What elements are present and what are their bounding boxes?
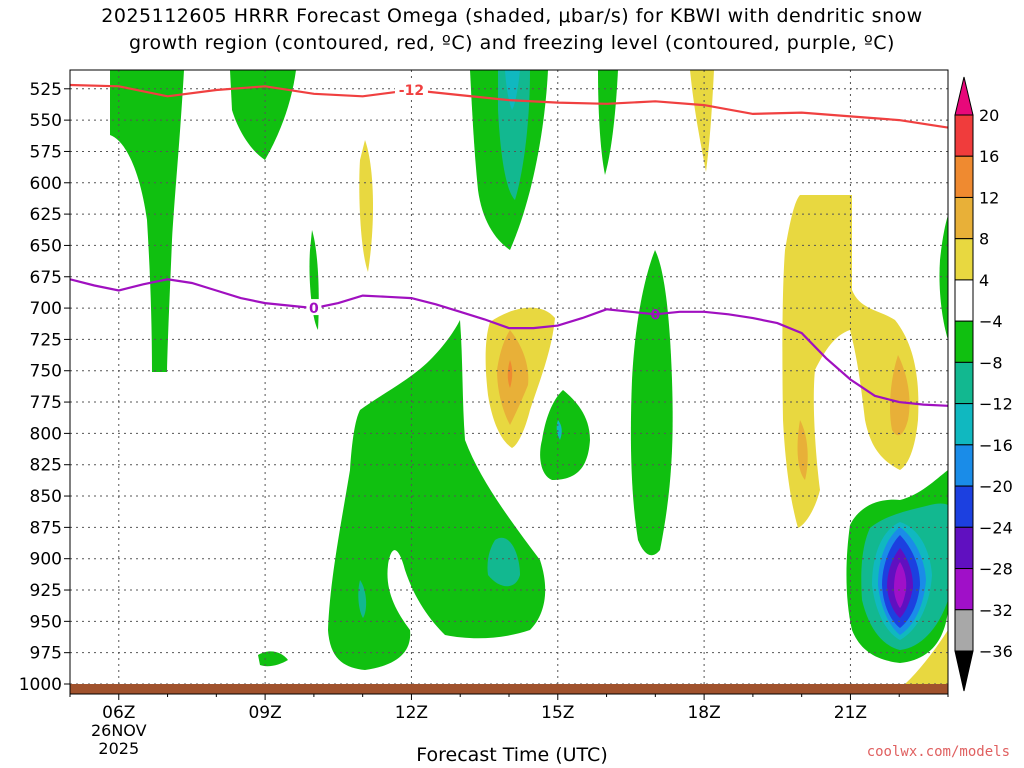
x-axis-label: Forecast Time (UTC) [416,744,608,766]
y-tick-label: 675 [30,268,62,288]
omega-region-green [939,215,948,340]
y-tick-label: 800 [30,424,62,444]
omega-region-yellow [782,195,919,528]
omega-region-cyan [358,580,367,618]
y-tick-label: 1000 [19,675,62,695]
omega-shading [110,70,948,684]
colorbar-tick-label: −32 [979,601,1013,620]
dgz-contour-line [70,83,948,129]
colorbar-tick-label: −16 [979,436,1013,455]
y-tick-label: 850 [30,487,62,507]
colorbar-tick-label: −12 [979,395,1013,414]
omega-region-green [328,320,546,670]
omega-region-green [540,390,590,480]
freezing-level-line-label: 0 [650,307,660,323]
colorbar-swatch [954,361,974,405]
freezing-level-line [70,278,948,407]
colorbar-swatch [954,444,974,487]
colorbar-swatch [954,403,974,446]
grid-lines [70,70,948,694]
colorbar-swatch [954,238,974,281]
colorbar-tick-label: 20 [979,106,999,125]
y-tick-label: 825 [30,456,62,476]
omega-region-green [598,70,618,175]
dgz-contour-line-label: -12 [399,83,424,99]
chart-title-line-2: growth region (contoured, red, ºC) and f… [129,32,895,54]
colorbar-tick-label: 12 [979,188,999,207]
omega-region-green [258,651,288,667]
omega-region-cyan [505,70,520,110]
freezing-level-line-label: 0 [309,301,319,317]
dgz-contour-line-label-bg [394,81,428,98]
x-tick-label: 06Z [102,703,135,723]
colorbar-swatch [954,485,974,528]
colorbar-top-arrow [954,76,974,116]
x-tick-label: 15Z [541,703,574,723]
colorbar-tick-label: 16 [979,147,999,166]
y-tick-label: 600 [30,174,62,194]
ground-surface [70,684,948,694]
y-tick-label: 925 [30,581,62,601]
colorbar-swatch [954,526,974,570]
y-tick-label: 625 [30,205,62,225]
colorbar-tick-label: −8 [979,353,1003,372]
y-tick-label: 525 [30,80,62,100]
y-tick-label: 650 [30,236,62,256]
y-tick-label: 950 [30,612,62,632]
omega-region-green [230,70,296,160]
omega-region-orange [497,330,529,425]
omega-region-green [110,70,184,372]
x-tick-label: 18Z [687,703,720,723]
colorbar-tick-label: −24 [979,518,1013,537]
y-tick-label: 775 [30,393,62,413]
colorbar-swatch [954,609,974,652]
x-tick-label: 09Z [248,703,281,723]
colorbar-tick-label: 4 [979,271,989,290]
omega-region-magenta [894,562,907,608]
colorbar-swatch [954,279,974,322]
omega-region-green [630,250,673,556]
colorbar-swatch [954,114,974,157]
y-tick-label: 900 [30,550,62,570]
colorbar-legend: 20 16 12 8 4 −4 −8 −12 −16 −20 −24 −28 −32 −36 [954,76,1013,692]
date-label-day: 26NOV [91,721,147,740]
date-label-year: 2025 [98,739,139,758]
colorbar-tick-label: 8 [979,230,989,249]
y-tick-label: 975 [30,644,62,664]
omega-region-orange [507,360,513,388]
colorbar-swatch [954,196,974,240]
contours: -12 0 0 [70,81,948,407]
omega-region-teal [498,70,530,200]
colorbar-tick-label: −4 [979,312,1003,331]
omega-region-orange [797,420,808,480]
y-tick-label: 550 [30,111,62,131]
chart-title-line-1: 2025112605 HRRR Forecast Omega (shaded, … [101,5,923,27]
colorbar-tick-label: −28 [979,560,1013,579]
y-tick-label: 575 [30,142,62,162]
colorbar-swatch [954,320,974,363]
omega-region-yellow [690,70,714,172]
omega-region-yellow [359,140,374,272]
omega-region-yellow [905,630,948,684]
colorbar-bottom-arrow [954,650,974,692]
y-tick-label: 700 [30,299,62,319]
y-tick-label: 875 [30,518,62,538]
colorbar-swatch [954,568,974,611]
freezing-level-line-label-bg [306,299,322,316]
y-tick-label: 725 [30,330,62,350]
watermark: coolwx.com/models [866,744,1010,760]
colorbar-tick-label: −36 [979,642,1013,661]
x-tick-label: 12Z [395,703,428,723]
omega-region-orange [890,355,910,436]
colorbar-tick-label: −20 [979,477,1013,496]
y-tick-label: 750 [30,362,62,382]
y-axis: 525 550 575 600 625 650 675 700 725 750 775 800 825 8… [19,80,70,695]
colorbar-swatch [954,155,974,198]
x-tick-label: 21Z [834,703,867,723]
omega-region-cyan [487,537,520,587]
